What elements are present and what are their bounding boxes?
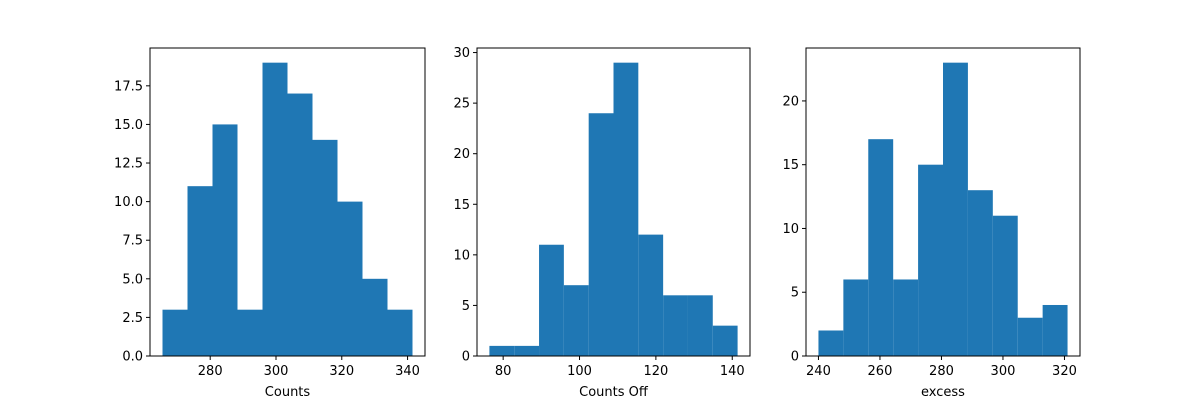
- x-tick-label: 320: [329, 364, 354, 379]
- histogram-bar: [613, 62, 639, 357]
- histogram-bar: [337, 201, 363, 356]
- histogram-bar: [943, 62, 968, 357]
- histogram-bar: [187, 186, 213, 356]
- histogram-bar: [362, 278, 388, 356]
- histogram-bar: [514, 345, 540, 356]
- histogram-bar: [893, 279, 919, 356]
- histogram-bar: [1042, 304, 1068, 356]
- histogram-bar: [539, 244, 564, 356]
- histogram-bar: [489, 345, 515, 356]
- histogram-bar: [287, 93, 313, 357]
- x-axis-ticks: 80 100 120 140: [495, 356, 745, 379]
- x-axis-ticks: 280 300 320 340: [198, 356, 420, 379]
- y-tick-label: 15: [782, 158, 799, 173]
- histogram-panel-counts: 280 300 320 340 0.0 2.5 5.0 7.5 10.0 12.5 15.0 17.…: [114, 47, 426, 400]
- bars-group: [162, 62, 413, 357]
- x-tick-label: 340: [395, 364, 420, 379]
- bars-group: [489, 62, 738, 357]
- histogram-panel-counts-off: 80 100 120 140 0 5 10 15 20 25 30 Counts Off: [453, 46, 751, 400]
- y-tick-label: 12.5: [114, 157, 143, 172]
- x-tick-label: 240: [806, 364, 831, 379]
- axes-frame: [476, 47, 751, 357]
- histogram-bar: [588, 113, 614, 356]
- histogram-bar: [1017, 317, 1043, 356]
- histogram-bar: [387, 309, 413, 356]
- y-tick-label: 5.0: [122, 272, 143, 287]
- y-tick-label: 15.0: [114, 118, 143, 133]
- x-tick-label: 300: [264, 364, 289, 379]
- histogram-bar: [262, 62, 288, 357]
- histogram-bar: [212, 124, 238, 356]
- y-axis-ticks: 0 5 10 15 20 25 30: [453, 46, 477, 365]
- y-tick-label: 5: [791, 286, 799, 301]
- x-axis-label: excess: [921, 385, 965, 400]
- histogram-bar: [237, 309, 263, 356]
- y-tick-label: 5: [462, 299, 470, 314]
- y-tick-label: 20: [453, 147, 470, 162]
- y-tick-label: 10.0: [114, 195, 143, 210]
- x-tick-label: 100: [567, 364, 592, 379]
- histogram-bar: [162, 309, 188, 356]
- histogram-bar: [312, 139, 338, 356]
- histogram-bar: [712, 325, 738, 356]
- histogram-bar: [563, 285, 589, 356]
- histogram-bar: [687, 295, 713, 356]
- x-tick-label: 80: [495, 364, 512, 379]
- x-tick-label: 300: [991, 364, 1016, 379]
- histogram-bar: [967, 190, 993, 356]
- x-tick-label: 260: [868, 364, 893, 379]
- y-tick-label: 17.5: [114, 79, 143, 94]
- histogram-bar: [818, 330, 844, 356]
- y-tick-label: 10: [453, 248, 470, 263]
- y-axis-ticks: 0 5 10 15 20: [782, 94, 806, 365]
- x-tick-label: 140: [720, 364, 745, 379]
- histogram-bar: [638, 234, 664, 356]
- y-tick-label: 10: [782, 222, 799, 237]
- y-axis-ticks: 0.0 2.5 5.0 7.5 10.0 12.5 15.0 17.5: [114, 79, 150, 365]
- y-tick-label: 20: [782, 94, 799, 109]
- y-tick-label: 0.0: [122, 350, 143, 365]
- y-tick-label: 25: [453, 97, 470, 112]
- y-tick-label: 0: [791, 350, 799, 365]
- histogram-bar: [663, 295, 688, 356]
- y-tick-label: 30: [453, 46, 470, 61]
- y-tick-label: 0: [462, 350, 470, 365]
- x-tick-label: 280: [198, 364, 223, 379]
- axes-frame: [805, 47, 1081, 357]
- histogram-bar: [843, 279, 869, 356]
- histogram-bar: [868, 139, 894, 356]
- x-tick-label: 280: [929, 364, 954, 379]
- y-tick-label: 15: [453, 198, 470, 213]
- x-tick-label: 120: [643, 364, 668, 379]
- bars-group: [818, 62, 1068, 357]
- histogram-bar: [992, 215, 1018, 356]
- x-axis-ticks: 240 260 280 300 320: [806, 356, 1077, 379]
- y-tick-label: 2.5: [122, 311, 143, 326]
- x-tick-label: 320: [1052, 364, 1077, 379]
- y-tick-label: 7.5: [122, 234, 143, 249]
- histogram-panel-excess: 240 260 280 300 320 0 5 10 15 20 excess: [782, 47, 1081, 400]
- histogram-bar: [918, 164, 943, 356]
- x-axis-label: Counts: [265, 385, 311, 400]
- x-axis-label: Counts Off: [579, 385, 649, 400]
